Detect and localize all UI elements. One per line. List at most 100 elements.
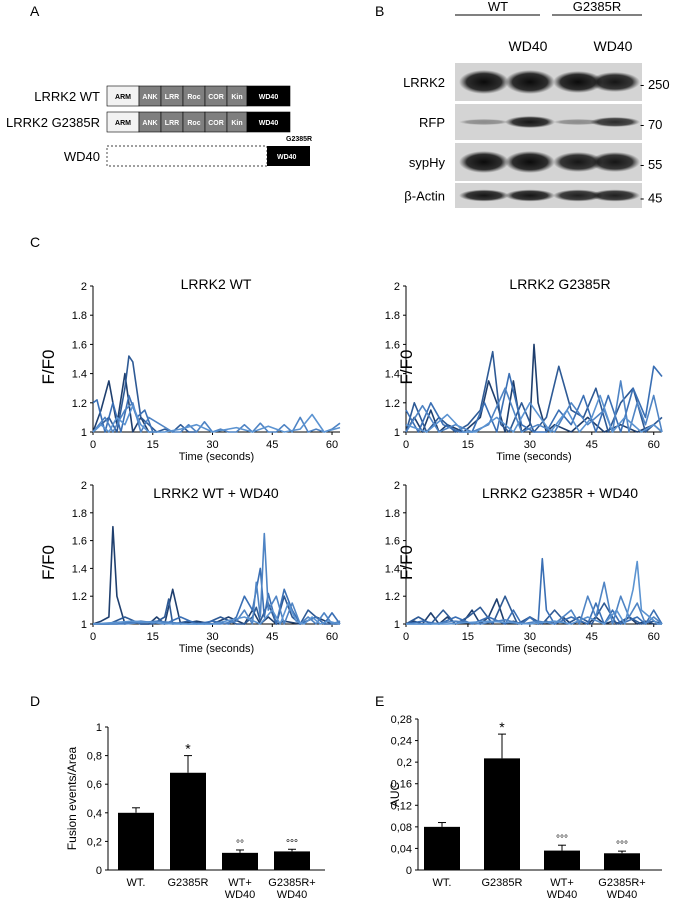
domain-wd40 (246, 85, 291, 107)
domain-label: ARM (115, 94, 131, 101)
y-tick-label: 1.4 (385, 369, 400, 381)
x-axis-label: Time (seconds) (496, 643, 571, 655)
y-axis-label: F/F0 (397, 545, 416, 580)
x-tick-label: 15 (147, 439, 159, 451)
y-tick-label: 1.8 (385, 508, 400, 520)
y-tick-label: 1.8 (72, 310, 87, 322)
category-label: WT+ (550, 877, 574, 889)
significance-marker: °°° (556, 834, 568, 845)
blot-band (505, 70, 555, 94)
bar (424, 826, 460, 870)
category-label: WT+ (228, 877, 252, 889)
category-label: WD40 (277, 889, 308, 901)
blot-band (553, 119, 603, 125)
blot-row-label: RFP (419, 115, 445, 130)
y-axis-label: F/F0 (39, 545, 58, 580)
y-tick-label: 1.4 (72, 563, 87, 575)
x-tick-label: 60 (648, 631, 660, 643)
mutation-label: G2385R (286, 136, 312, 143)
chart-title: LRRK2 G2385R (509, 276, 610, 292)
series-line (92, 525, 341, 625)
category-label: WD40 (225, 889, 256, 901)
chart-title: LRRK2 WT + WD40 (153, 485, 279, 501)
domain-label: Roc (187, 120, 200, 127)
bar (274, 851, 310, 870)
y-tick-label: 0,2 (87, 836, 102, 848)
domain-diagram: LRRK2 WT ARM ANK LRR Roc COR Kin WD40 LRRK2 G238… (6, 85, 312, 167)
bar-charts: 0 0,2 0,4 0,6 0,8 1 Fusion events/Area WT. * G238… (65, 714, 662, 901)
x-tick-label: 45 (266, 631, 278, 643)
significance-marker: °°° (616, 840, 628, 851)
blot-band (590, 72, 640, 92)
line-chart: 1 1.2 1.4 1.6 1.8 2 0 15 30 45 60 Time (seconds) F/F… (39, 480, 341, 655)
x-axis-label: Time (seconds) (179, 643, 254, 655)
y-axis-label: Fusion events/Area (65, 746, 79, 850)
domain-wd40 (246, 111, 291, 133)
series-line (92, 404, 341, 433)
bar (484, 758, 520, 870)
blot-row-label: sypHy (409, 155, 446, 170)
bar-chart: 0 0,2 0,4 0,6 0,8 1 Fusion events/Area WT. * G238… (65, 722, 325, 901)
category-label: G2385R (482, 877, 523, 889)
group-label: WT (488, 0, 508, 14)
blot-band (459, 119, 509, 125)
y-tick-label: 1.6 (72, 536, 87, 548)
y-tick-label: 1 (96, 722, 102, 734)
y-tick-label: 1.2 (72, 591, 87, 603)
line-chart: 1 1.2 1.4 1.6 1.8 2 0 15 30 45 60 Time (seconds) F/F… (39, 276, 341, 463)
domain-label: LRR (165, 120, 179, 127)
x-tick-label: 0 (90, 439, 96, 451)
domain-label: WD40 (259, 120, 279, 127)
series-line (92, 401, 341, 433)
domain-label: Kin (231, 94, 242, 101)
domain-label: LRR (165, 94, 179, 101)
y-axis-label: F/F0 (39, 350, 58, 385)
y-tick-label: 1.6 (385, 536, 400, 548)
x-tick-label: 60 (326, 631, 338, 643)
x-tick-label: 0 (403, 439, 409, 451)
x-tick-label: 60 (326, 439, 338, 451)
y-tick-label: 1 (81, 619, 87, 631)
y-tick-label: 2 (81, 480, 87, 492)
series-line (406, 581, 663, 625)
construct-label: WD40 (64, 149, 100, 164)
series-line (405, 394, 663, 433)
y-tick-label: 1.6 (385, 339, 400, 351)
blot-band (590, 189, 640, 202)
x-tick-label: 0 (90, 631, 96, 643)
group-label: G2385R (573, 0, 621, 14)
domain-label: Kin (231, 120, 242, 127)
panel-label-d: D (30, 693, 40, 709)
blot-band (459, 151, 509, 173)
y-tick-label: 1.2 (385, 398, 400, 410)
y-axis-label: AUC (388, 782, 402, 808)
deleted-region (106, 145, 268, 167)
blot-band (553, 71, 603, 93)
lane-label: WD40 (509, 38, 548, 54)
lane-label: WD40 (594, 38, 633, 54)
y-tick-label: 1 (394, 427, 400, 439)
y-tick-label: 2 (394, 480, 400, 492)
construct-label: LRRK2 WT (34, 89, 100, 104)
x-tick-label: 0 (403, 631, 409, 643)
series-line (405, 557, 663, 625)
category-label: WT. (433, 877, 452, 889)
x-tick-label: 30 (524, 439, 536, 451)
x-tick-label: 45 (266, 439, 278, 451)
panel-label-b: B (375, 3, 384, 19)
domain-label: ANK (142, 94, 157, 101)
molecular-weight-label: - 55 (640, 157, 662, 172)
x-tick-label: 15 (462, 439, 474, 451)
significance-marker: * (185, 741, 191, 757)
significance-marker: * (499, 719, 505, 735)
x-tick-label: 45 (586, 631, 598, 643)
series-line (92, 394, 154, 433)
y-tick-label: 2 (81, 281, 87, 293)
blot-band (505, 151, 555, 173)
y-tick-label: 1 (81, 427, 87, 439)
domain-label: Roc (187, 94, 200, 101)
series-line (93, 532, 341, 625)
blot-band (505, 116, 555, 128)
category-label: G2385R (168, 877, 209, 889)
